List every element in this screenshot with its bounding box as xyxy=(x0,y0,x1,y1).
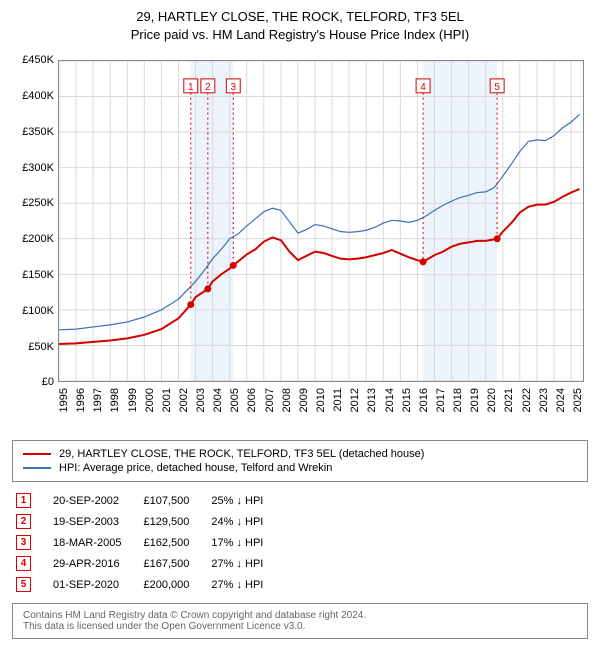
sale-delta: 27% ↓ HPI xyxy=(207,574,281,595)
legend: 29, HARTLEY CLOSE, THE ROCK, TELFORD, TF… xyxy=(12,440,588,482)
x-tick-label: 2006 xyxy=(246,388,258,412)
sale-marker-cell: 4 xyxy=(12,553,49,574)
x-tick-label: 2025 xyxy=(572,388,584,412)
plot-area: £0 £50K £100K £150K £200K £250K £300K £350K £400… xyxy=(8,52,592,432)
sale-date: 29-APR-2016 xyxy=(49,553,139,574)
legend-label: HPI: Average price, detached house, Telf… xyxy=(59,462,332,474)
sale-marker-cell: 1 xyxy=(12,490,49,511)
svg-text:1: 1 xyxy=(188,82,194,93)
table-row: 4 29-APR-2016£167,50027% ↓ HPI xyxy=(12,553,281,574)
sale-delta: 25% ↓ HPI xyxy=(207,490,281,511)
x-tick-label: 2020 xyxy=(486,388,498,412)
sale-price: £129,500 xyxy=(139,511,207,532)
x-tick-label: 1998 xyxy=(109,388,121,412)
x-tick-label: 2013 xyxy=(366,388,378,412)
sales-table: 1 20-SEP-2002£107,50025% ↓ HPI 2 19-SEP-200… xyxy=(12,490,281,595)
x-tick-label: 2004 xyxy=(212,388,224,412)
sale-price: £107,500 xyxy=(139,490,207,511)
plot-svg: 12 3 4 5 xyxy=(59,61,583,381)
sale-marker-cell: 5 xyxy=(12,574,49,595)
sale-marker-icon: 5 xyxy=(16,577,31,592)
table-row: 1 20-SEP-2002£107,50025% ↓ HPI xyxy=(12,490,281,511)
plot-inner: 12 3 4 5 xyxy=(58,60,584,382)
table-row: 3 18-MAR-2005£162,50017% ↓ HPI xyxy=(12,532,281,553)
sale-marker-icon: 3 xyxy=(16,535,31,550)
sale-delta: 24% ↓ HPI xyxy=(207,511,281,532)
x-tick-label: 2010 xyxy=(315,388,327,412)
x-tick-label: 2023 xyxy=(538,388,550,412)
y-tick-label: £100K xyxy=(8,305,54,317)
svg-text:2: 2 xyxy=(205,82,211,93)
sale-delta: 27% ↓ HPI xyxy=(207,553,281,574)
sale-marker-cell: 2 xyxy=(12,511,49,532)
sale-date: 20-SEP-2002 xyxy=(49,490,139,511)
legend-swatch xyxy=(23,453,51,455)
sale-date: 18-MAR-2005 xyxy=(49,532,139,553)
svg-text:4: 4 xyxy=(420,82,426,93)
legend-label: 29, HARTLEY CLOSE, THE ROCK, TELFORD, TF… xyxy=(59,448,424,460)
x-tick-label: 2021 xyxy=(503,388,515,412)
sale-date: 19-SEP-2003 xyxy=(49,511,139,532)
x-tick-label: 2002 xyxy=(178,388,190,412)
table-row: 5 01-SEP-2020£200,00027% ↓ HPI xyxy=(12,574,281,595)
y-tick-label: £400K xyxy=(8,90,54,102)
footer: Contains HM Land Registry data © Crown c… xyxy=(12,603,588,639)
footer-line-1: Contains HM Land Registry data © Crown c… xyxy=(23,610,577,621)
x-tick-label: 1999 xyxy=(127,388,139,412)
x-tick-label: 2024 xyxy=(555,388,567,412)
footer-line-2: This data is licensed under the Open Gov… xyxy=(23,621,577,632)
legend-row: 29, HARTLEY CLOSE, THE ROCK, TELFORD, TF… xyxy=(23,447,577,461)
title-address: 29, HARTLEY CLOSE, THE ROCK, TELFORD, TF… xyxy=(8,8,592,26)
chart-container: 29, HARTLEY CLOSE, THE ROCK, TELFORD, TF… xyxy=(8,8,592,639)
table-row: 2 19-SEP-2003£129,50024% ↓ HPI xyxy=(12,511,281,532)
sale-date: 01-SEP-2020 xyxy=(49,574,139,595)
x-tick-label: 2016 xyxy=(418,388,430,412)
x-tick-label: 2005 xyxy=(229,388,241,412)
x-tick-label: 2007 xyxy=(264,388,276,412)
y-tick-label: £300K xyxy=(8,162,54,174)
y-tick-label: £150K xyxy=(8,269,54,281)
sale-price: £162,500 xyxy=(139,532,207,553)
x-tick-label: 2017 xyxy=(435,388,447,412)
x-tick-label: 2022 xyxy=(521,388,533,412)
sale-marker-icon: 1 xyxy=(16,493,31,508)
x-tick-label: 2011 xyxy=(332,388,344,412)
y-tick-label: £450K xyxy=(8,54,54,66)
svg-text:5: 5 xyxy=(494,82,500,93)
sale-price: £200,000 xyxy=(139,574,207,595)
x-tick-label: 2001 xyxy=(161,388,173,412)
x-tick-label: 2009 xyxy=(298,388,310,412)
sale-delta: 17% ↓ HPI xyxy=(207,532,281,553)
title-block: 29, HARTLEY CLOSE, THE ROCK, TELFORD, TF… xyxy=(8,8,592,44)
x-tick-label: 2008 xyxy=(281,388,293,412)
sale-marker-cell: 3 xyxy=(12,532,49,553)
legend-row: HPI: Average price, detached house, Telf… xyxy=(23,461,577,475)
x-tick-label: 2003 xyxy=(195,388,207,412)
x-tick-label: 1995 xyxy=(58,388,70,412)
title-subtitle: Price paid vs. HM Land Registry's House … xyxy=(8,26,592,44)
y-tick-label: £350K xyxy=(8,126,54,138)
y-tick-label: £250K xyxy=(8,197,54,209)
sale-marker-icon: 2 xyxy=(16,514,31,529)
x-tick-label: 2018 xyxy=(452,388,464,412)
legend-swatch xyxy=(23,467,51,469)
x-tick-label: 1996 xyxy=(75,388,87,412)
x-tick-label: 2000 xyxy=(144,388,156,412)
sale-marker-icon: 4 xyxy=(16,556,31,571)
y-tick-label: £50K xyxy=(8,341,54,353)
x-tick-label: 1997 xyxy=(92,388,104,412)
x-tick-label: 2012 xyxy=(349,388,361,412)
x-tick-label: 2015 xyxy=(401,388,413,412)
svg-text:3: 3 xyxy=(230,82,236,93)
x-tick-label: 2019 xyxy=(469,388,481,412)
y-tick-label: £0 xyxy=(8,376,54,388)
sale-price: £167,500 xyxy=(139,553,207,574)
x-tick-label: 2014 xyxy=(384,388,396,412)
y-tick-label: £200K xyxy=(8,233,54,245)
